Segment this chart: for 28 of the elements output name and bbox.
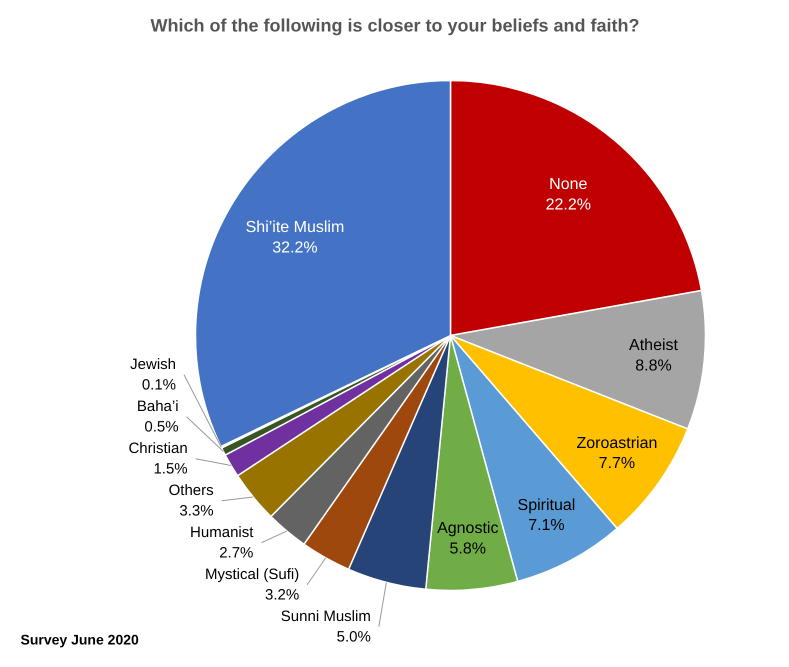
slice-label: Christian <box>128 440 188 458</box>
data-label: 3.2% <box>265 586 300 604</box>
slice-label: Sunni Muslim <box>280 608 371 626</box>
text: Survey June 2020 <box>20 632 140 648</box>
data-label: 5.8% <box>450 540 486 558</box>
data-label: 7.7% <box>598 455 636 472</box>
slice-label: Jewish <box>130 356 176 374</box>
slice-label: None <box>549 176 588 193</box>
data-label: 7.1% <box>528 517 565 534</box>
chart-title: Which of the following is closer to your beliefs and faith? <box>150 16 640 36</box>
slice-label: Atheist <box>629 336 679 354</box>
slice-label: Baha’i <box>136 398 179 416</box>
slice-label: Others <box>168 482 214 500</box>
data-label: 32.2% <box>272 240 318 257</box>
data-label: 0.5% <box>144 418 179 436</box>
data-label: 3.3% <box>179 502 214 520</box>
data-label: 1.5% <box>153 460 188 478</box>
slice-label: Agnostic <box>437 520 498 538</box>
slice-label: Zoroastrian <box>576 434 658 452</box>
slice-label: Humanist <box>190 524 254 542</box>
data-label: 8.8% <box>635 357 672 374</box>
data-label: 22.2% <box>546 196 592 214</box>
slice-label: Spiritual <box>518 496 576 514</box>
slice-label: Shi’ite Muslim <box>246 219 344 236</box>
data-label: 5.0% <box>336 628 371 646</box>
data-label: 0.1% <box>142 376 176 394</box>
slice-label: Mystical (Sufi) <box>205 566 300 584</box>
data-label: 2.7% <box>219 544 254 562</box>
